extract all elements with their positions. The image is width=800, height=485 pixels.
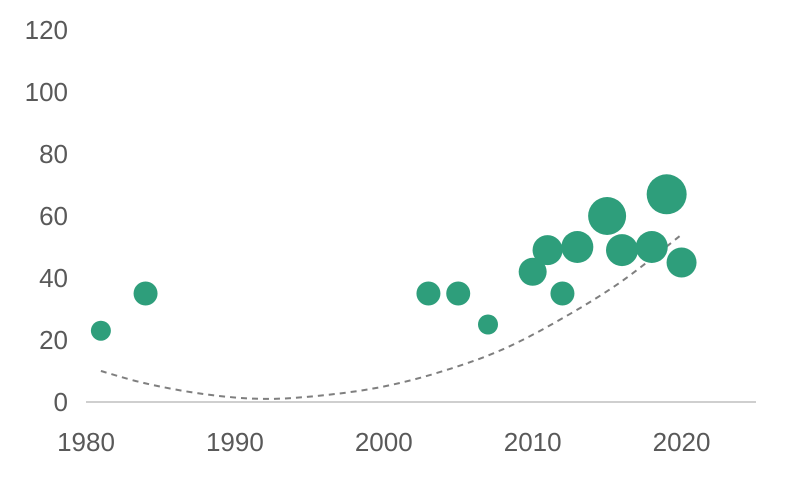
y-tick-label: 0 — [54, 387, 68, 417]
x-tick-label: 2000 — [355, 427, 413, 457]
y-tick-label: 20 — [39, 325, 68, 355]
bubble-point — [416, 281, 441, 306]
y-tick-label: 40 — [39, 263, 68, 293]
bubble-series — [90, 174, 697, 341]
bubble-point — [133, 281, 158, 306]
x-tick-label: 2010 — [504, 427, 562, 457]
bubble-point — [646, 174, 687, 215]
bubble-point — [532, 235, 563, 266]
y-axis-ticks: 0 20 40 60 80 100 120 — [25, 15, 68, 417]
x-tick-label: 1980 — [57, 427, 115, 457]
bubble-point — [550, 281, 575, 306]
bubble-point — [606, 234, 638, 267]
bubble-point — [666, 247, 697, 278]
y-tick-label: 100 — [25, 77, 68, 107]
x-tick-label: 1990 — [206, 427, 264, 457]
y-tick-label: 120 — [25, 15, 68, 45]
bubble-point — [90, 320, 111, 341]
y-tick-label: 60 — [39, 201, 68, 231]
trendline — [100, 233, 683, 400]
x-tick-label: 2020 — [653, 427, 711, 457]
bubble-point — [518, 257, 547, 286]
bubble-point — [588, 197, 627, 235]
x-axis-ticks: 1980 1990 2000 2010 2020 — [57, 427, 710, 457]
bubble-point — [478, 314, 498, 335]
y-tick-label: 80 — [39, 139, 68, 169]
bubble-point — [635, 231, 668, 263]
bubble-point — [561, 231, 594, 263]
bubble-point — [446, 281, 471, 306]
